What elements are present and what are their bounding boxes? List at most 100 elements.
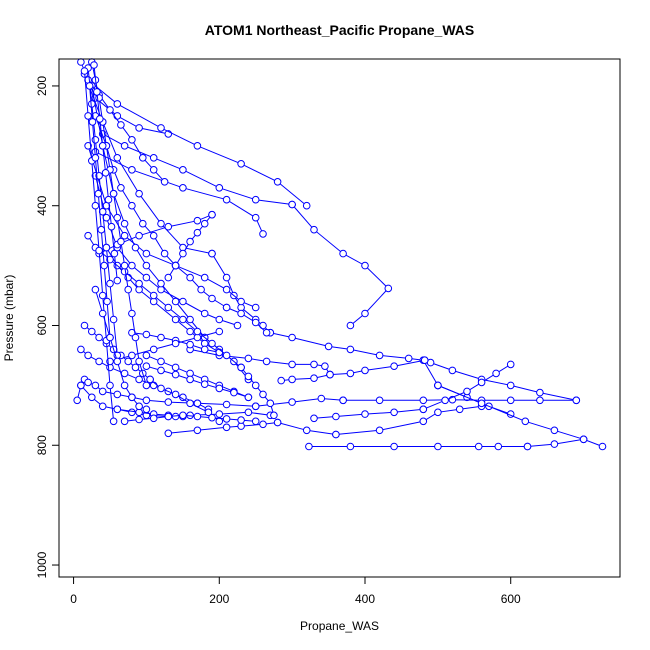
data-point <box>506 360 515 369</box>
data-point <box>273 418 282 427</box>
data-point <box>419 417 428 426</box>
data-point <box>164 429 173 438</box>
data-point <box>186 375 194 384</box>
data-point <box>131 243 140 252</box>
data-point <box>142 381 151 390</box>
data-point <box>434 408 442 417</box>
data-point <box>419 396 428 405</box>
data-point <box>477 399 486 408</box>
data-point <box>200 219 209 228</box>
data-point <box>197 285 205 294</box>
data-point <box>98 387 107 396</box>
data-point <box>251 381 260 390</box>
data-point <box>208 210 216 219</box>
data-point <box>200 273 209 282</box>
data-point <box>120 369 129 378</box>
data-point <box>273 178 282 186</box>
data-point <box>128 393 136 402</box>
data-point <box>208 339 216 348</box>
data-point <box>128 166 136 174</box>
series-line <box>527 438 603 447</box>
data-point <box>262 328 271 337</box>
data-point <box>95 333 103 342</box>
x-axis-label: Propane_WAS <box>300 619 379 633</box>
data-point <box>93 88 101 96</box>
data-point <box>128 201 136 210</box>
data-point <box>523 442 532 451</box>
data-point <box>193 142 202 150</box>
data-point <box>288 360 296 369</box>
series-22 <box>186 345 334 379</box>
data-point <box>142 351 151 360</box>
data-point <box>521 417 530 426</box>
data-point <box>310 374 318 383</box>
data-point <box>113 390 122 399</box>
data-point <box>171 363 180 372</box>
data-point <box>157 366 165 375</box>
data-point <box>88 100 96 108</box>
series-4 <box>84 76 311 210</box>
data-point <box>164 412 173 421</box>
data-point <box>288 200 296 209</box>
data-point <box>80 321 89 330</box>
data-point <box>106 279 114 288</box>
data-point <box>164 398 173 406</box>
data-point <box>332 430 340 439</box>
data-point <box>262 357 271 366</box>
data-point <box>179 166 187 174</box>
data-point <box>222 415 231 423</box>
plot-area-frame <box>58 58 621 578</box>
series-36 <box>222 303 271 337</box>
data-point <box>120 417 129 426</box>
data-point <box>106 255 114 264</box>
data-point <box>95 246 103 255</box>
data-point <box>146 375 154 384</box>
series-50 <box>91 285 151 414</box>
data-point <box>100 261 108 270</box>
y-axis: 200 400 600 800 1000 <box>35 76 59 578</box>
data-point <box>88 327 96 336</box>
data-point <box>244 372 253 381</box>
data-point <box>149 154 158 162</box>
data-point <box>434 381 442 390</box>
data-point <box>98 309 107 318</box>
data-point <box>149 414 158 423</box>
data-point <box>171 297 180 306</box>
data-point <box>113 154 122 162</box>
data-point <box>310 414 318 423</box>
x-tick-label: 200 <box>209 592 229 606</box>
data-point <box>113 112 122 120</box>
data-point <box>208 294 216 303</box>
data-point <box>536 396 544 405</box>
data-point <box>193 216 202 225</box>
data-point <box>157 124 165 132</box>
data-point <box>361 366 369 375</box>
data-point <box>317 394 326 403</box>
data-point <box>288 398 296 406</box>
data-point <box>84 142 92 150</box>
data-point <box>117 237 125 246</box>
data-point <box>120 231 129 240</box>
data-point <box>536 388 544 397</box>
data-point <box>492 369 500 378</box>
data-point <box>302 201 311 210</box>
data-point <box>215 184 224 192</box>
series-line <box>226 307 267 334</box>
data-point <box>91 285 100 294</box>
y-tick-label: 1000 <box>35 551 49 578</box>
data-point <box>251 303 260 312</box>
series-31 <box>310 405 428 423</box>
data-point <box>109 189 118 198</box>
data-point <box>310 225 318 234</box>
data-point <box>113 276 122 285</box>
data-point <box>128 261 136 270</box>
data-point <box>179 249 187 258</box>
data-point <box>104 195 113 204</box>
data-point <box>186 237 194 246</box>
data-point <box>233 321 242 330</box>
data-point <box>200 345 209 354</box>
data-point <box>579 435 588 444</box>
data-point <box>109 315 118 324</box>
data-point <box>598 442 607 451</box>
data-point <box>474 442 483 451</box>
